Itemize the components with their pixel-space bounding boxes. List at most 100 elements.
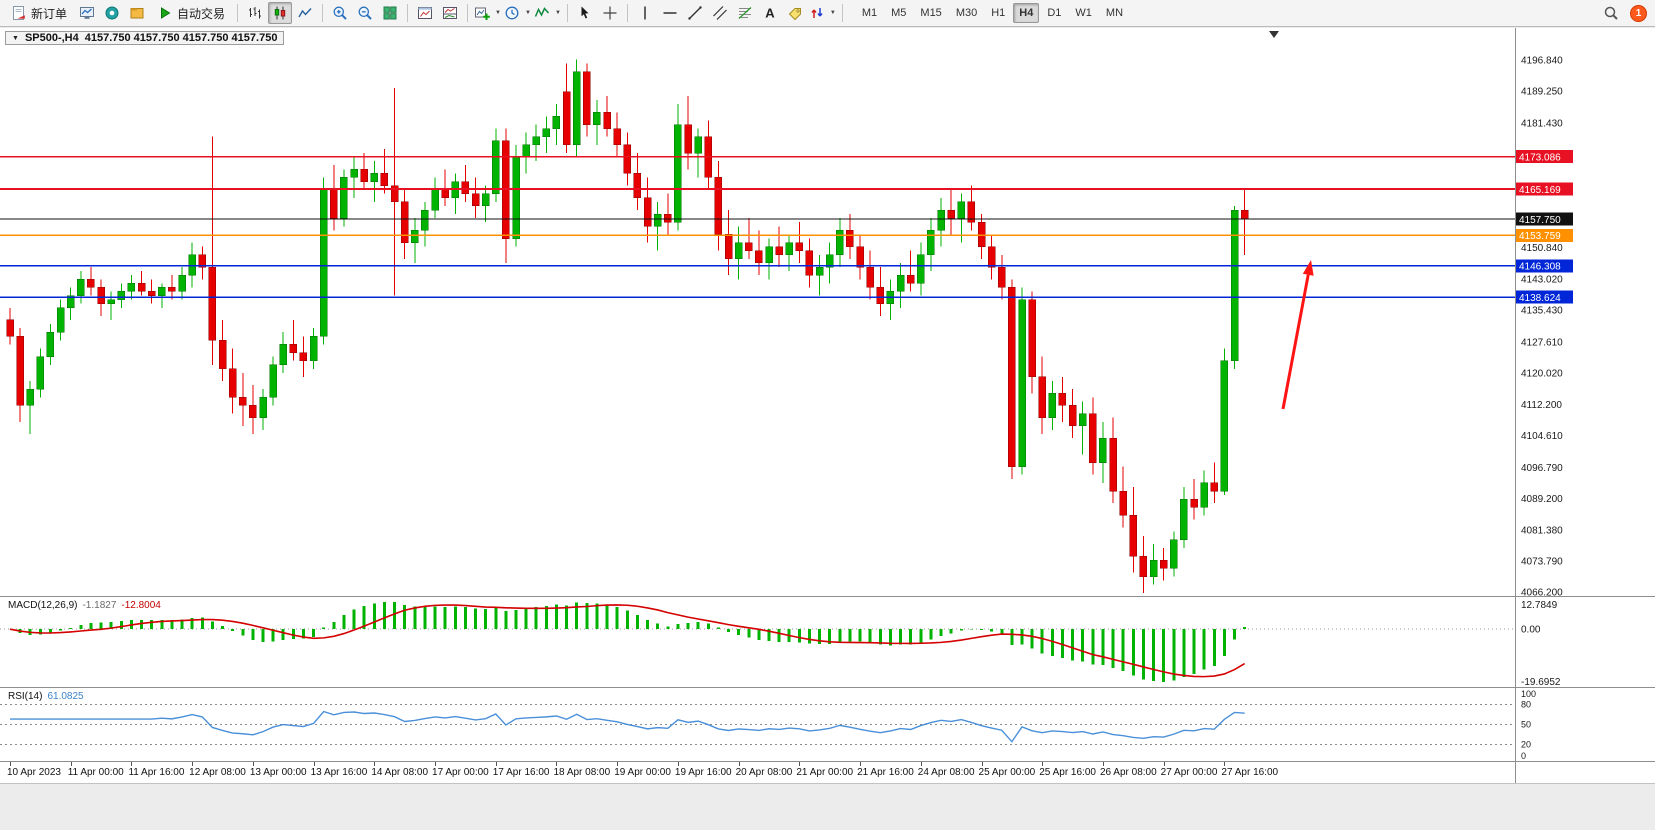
arrows-button[interactable]: ▼ (808, 2, 837, 24)
timeframe-button-h1[interactable]: H1 (985, 3, 1011, 23)
chart-ohlc-strip[interactable]: ▼ SP500-,H4 4157.750 4157.750 4157.750 4… (5, 31, 285, 45)
timeframe-button-m30[interactable]: M30 (950, 3, 983, 23)
timeframe-button-m1[interactable]: M1 (856, 3, 883, 23)
svg-text:50: 50 (1521, 720, 1531, 730)
cursor-icon (577, 5, 593, 21)
svg-text:4153.759: 4153.759 (1519, 231, 1561, 242)
time-axis-tick (981, 762, 983, 766)
toolbar-separator (841, 4, 843, 22)
svg-text:4146.308: 4146.308 (1519, 262, 1561, 273)
periods-button[interactable]: ▼ (503, 2, 532, 24)
timeframe-button-h4[interactable]: H4 (1013, 3, 1040, 23)
new-order-button[interactable]: 新订单 (4, 2, 74, 24)
fibonacci-button[interactable] (733, 2, 757, 24)
fibonacci-icon (737, 5, 753, 21)
time-axis-tick (799, 762, 801, 766)
chart-window-icon (417, 5, 433, 21)
macd-panel[interactable]: 12.7849 0.00 -19.6952 (0, 597, 1655, 687)
horizontal-level-line[interactable]: 4173.086 (0, 150, 1573, 164)
price-chart[interactable]: 4196.840 4189.250 4181.430 4150.840 4143.020… (0, 28, 1655, 596)
time-axis-label: 21 Apr 16:00 (857, 767, 914, 778)
current-price-line[interactable]: 4157.750 (0, 212, 1573, 226)
cursor-button[interactable] (573, 2, 597, 24)
panel-separator[interactable] (0, 761, 1655, 762)
chart-symbol-label: SP500-,H4 (24, 32, 79, 44)
new-order-icon (11, 5, 27, 21)
crosshair-button[interactable] (598, 2, 622, 24)
label-button[interactable] (783, 2, 807, 24)
timeframe-button-d1[interactable]: D1 (1041, 3, 1067, 23)
market-watch-button[interactable] (75, 2, 99, 24)
svg-text:4143.020: 4143.020 (1521, 275, 1563, 286)
horizontal-level-line[interactable]: 4165.169 (0, 182, 1573, 196)
time-axis-label: 19 Apr 16:00 (674, 767, 732, 778)
panel-separator[interactable] (0, 596, 1655, 597)
autotrading-button[interactable]: 自动交易 (150, 2, 232, 24)
time-axis-tick (556, 762, 558, 766)
trendline-icon (687, 5, 703, 21)
chart-ohlc-values: 4157.750 4157.750 4157.750 4157.750 (84, 32, 278, 44)
horizontal-level-line[interactable]: 4146.308 (0, 259, 1573, 273)
candlestick-series (6, 59, 1249, 593)
rsi-guide-lines (0, 703, 1515, 746)
navigator-button[interactable] (125, 2, 149, 24)
quote-panel-toggle-icon[interactable]: ▼ (12, 34, 19, 42)
notification-badge[interactable]: 1 (1630, 4, 1647, 22)
timeframe-button-m5[interactable]: M5 (885, 3, 912, 23)
channel-icon (712, 5, 728, 21)
svg-text:4081.380: 4081.380 (1521, 526, 1563, 537)
panel-separator[interactable] (0, 687, 1655, 688)
time-axis-tick (1042, 762, 1044, 766)
vertical-line-button[interactable] (633, 2, 657, 24)
data-window-button[interactable] (100, 2, 124, 24)
time-axis-label: 14 Apr 08:00 (371, 767, 429, 778)
zoom-in-button[interactable] (328, 2, 352, 24)
time-axis-label: 17 Apr 00:00 (432, 767, 489, 778)
svg-text:4066.200: 4066.200 (1521, 588, 1563, 596)
time-axis-tick (192, 762, 194, 766)
time-axis-label: 19 Apr 00:00 (614, 767, 671, 778)
add-indicator-button[interactable]: ▼ (473, 2, 502, 24)
timeframe-button-mn[interactable]: MN (1100, 3, 1129, 23)
search-button[interactable] (1599, 2, 1623, 24)
zoom-out-button[interactable] (353, 2, 377, 24)
horizontal-level-line[interactable]: 4138.624 (0, 290, 1573, 304)
time-axis-tick (617, 762, 619, 766)
text-button[interactable]: A (758, 2, 782, 24)
time-axis-label: 26 Apr 08:00 (1099, 767, 1157, 778)
line-chart-icon (297, 5, 313, 21)
chart-shift-marker-icon[interactable] (1269, 31, 1279, 38)
time-axis-label: 27 Apr 16:00 (1221, 767, 1279, 778)
trendline-button[interactable] (683, 2, 707, 24)
rsi-line (10, 710, 1245, 743)
trend-arrow-annotation[interactable] (1281, 260, 1314, 410)
time-axis-tick (131, 762, 133, 766)
chart-line-button[interactable] (293, 2, 317, 24)
chart-bars-button[interactable] (243, 2, 267, 24)
svg-text:4138.624: 4138.624 (1519, 293, 1561, 304)
svg-text:A: A (765, 6, 775, 21)
vertical-line-icon (637, 5, 653, 21)
time-axis-label: 18 Apr 08:00 (553, 767, 611, 778)
time-axis-tick (495, 762, 497, 766)
timeframe-button-w1[interactable]: W1 (1069, 3, 1098, 23)
horizontal-line-button[interactable] (658, 2, 682, 24)
dropdown-caret-icon: ▼ (554, 10, 561, 16)
candles-chart-icon (272, 5, 288, 21)
tile-windows-button[interactable] (378, 2, 402, 24)
price-levels[interactable]: 4173.086 4165.169 4157.750 4153.759 4146.308… (0, 150, 1573, 304)
time-axis-label: 27 Apr 00:00 (1160, 767, 1218, 778)
timeframe-button-m15[interactable]: M15 (914, 3, 947, 23)
market-watch-icon (79, 5, 95, 21)
chart-panels-button[interactable] (438, 2, 462, 24)
svg-text:4112.200: 4112.200 (1521, 400, 1562, 411)
horizontal-level-line[interactable]: 4153.759 (0, 228, 1573, 242)
chart-candles-button[interactable] (268, 2, 293, 24)
price-axis-border (1515, 28, 1516, 783)
chart-window-button[interactable] (413, 2, 437, 24)
dropdown-caret-icon: ▼ (495, 10, 501, 16)
channel-button[interactable] (708, 2, 732, 24)
toolbar-separator (322, 4, 324, 22)
templates-button[interactable]: ▼ (533, 2, 562, 24)
